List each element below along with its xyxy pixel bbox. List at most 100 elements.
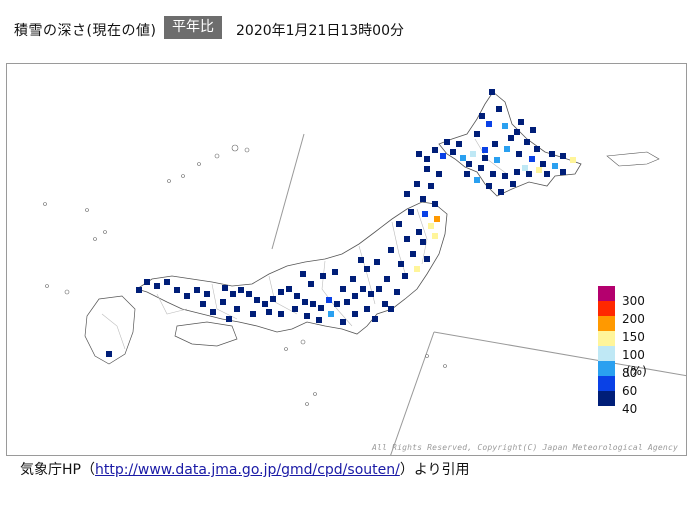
legend-label-60: 60 (622, 384, 638, 398)
station-marker (372, 316, 378, 322)
station-marker (326, 297, 332, 303)
japan-snow-depth-map (43, 89, 686, 455)
station-marker (360, 286, 366, 292)
legend-label-300: 300 (622, 294, 645, 308)
station-marker (136, 287, 142, 293)
station-marker (450, 149, 456, 155)
station-marker (388, 306, 394, 312)
station-marker (328, 311, 334, 317)
legend-label-200: 200 (622, 312, 645, 326)
station-marker (154, 283, 160, 289)
observation-datetime: 2020年1月21日13時00分 (236, 23, 404, 39)
station-marker (518, 119, 524, 125)
legend-label-80: 80 (622, 366, 638, 380)
station-marker (514, 169, 520, 175)
station-marker (560, 153, 566, 159)
station-marker (502, 123, 508, 129)
station-marker (334, 301, 340, 307)
station-marker (278, 289, 284, 295)
station-marker (308, 281, 314, 287)
station-marker (466, 161, 472, 167)
station-marker (388, 247, 394, 253)
station-marker (238, 287, 244, 293)
station-marker (382, 301, 388, 307)
source-suffix: ）より引用 (399, 462, 470, 478)
station-marker (526, 171, 532, 177)
snow-depth-station-markers (106, 89, 576, 357)
station-marker (540, 161, 546, 167)
station-marker (396, 221, 402, 227)
station-marker (436, 171, 442, 177)
station-marker (344, 299, 350, 305)
station-marker (424, 156, 430, 162)
station-marker (318, 305, 324, 311)
legend-swatch-60 (598, 361, 615, 376)
station-marker (416, 229, 422, 235)
station-marker (504, 146, 510, 152)
station-marker (530, 127, 536, 133)
map-panel: All Rights Reserved, Copyright(C) Japan … (6, 63, 687, 456)
station-marker (352, 311, 358, 317)
station-marker (496, 106, 502, 112)
station-marker (444, 139, 450, 145)
shikoku-outline (174, 321, 238, 347)
station-marker (544, 171, 550, 177)
station-marker (316, 317, 322, 323)
station-marker (432, 147, 438, 153)
station-marker (204, 291, 210, 297)
station-marker (434, 216, 440, 222)
station-marker (352, 293, 358, 299)
station-marker (320, 273, 326, 279)
station-marker (460, 155, 466, 161)
station-marker (376, 286, 382, 292)
station-marker (144, 279, 150, 285)
station-marker (420, 196, 426, 202)
station-marker (358, 257, 364, 263)
station-marker (226, 316, 232, 322)
station-marker (402, 273, 408, 279)
station-marker (246, 291, 252, 297)
station-marker (384, 276, 390, 282)
station-marker (552, 163, 558, 169)
honshu-outline (136, 201, 448, 335)
station-marker (534, 146, 540, 152)
station-marker (570, 157, 576, 163)
station-marker (536, 167, 542, 173)
legend-swatch-300 (598, 286, 615, 301)
station-marker (478, 165, 484, 171)
station-marker (398, 261, 404, 267)
station-marker (498, 189, 504, 195)
station-marker (549, 151, 555, 157)
station-marker (410, 251, 416, 257)
legend-swatch-80 (598, 346, 615, 361)
station-marker (292, 306, 298, 312)
station-marker (234, 306, 240, 312)
station-marker (340, 286, 346, 292)
station-marker (422, 211, 428, 217)
station-marker (514, 129, 520, 135)
station-marker (470, 151, 476, 157)
station-marker (432, 201, 438, 207)
station-marker (420, 239, 426, 245)
source-link[interactable]: http://www.data.jma.go.jp/gmd/cpd/souten… (94, 462, 400, 478)
station-marker (490, 171, 496, 177)
legend-swatch-below-40 (598, 391, 615, 406)
legend-label-150: 150 (622, 330, 645, 344)
station-marker (368, 291, 374, 297)
station-marker (340, 319, 346, 325)
station-marker (364, 306, 370, 312)
station-marker (414, 181, 420, 187)
station-marker (266, 309, 272, 315)
station-marker (428, 223, 434, 229)
inset-separator-line (390, 331, 435, 455)
station-marker (350, 276, 356, 282)
station-marker (408, 209, 414, 215)
station-marker (310, 301, 316, 307)
station-marker (440, 153, 446, 159)
station-marker (394, 289, 400, 295)
station-marker (482, 147, 488, 153)
station-marker (479, 113, 485, 119)
legend-swatch-150 (598, 316, 615, 331)
station-marker (560, 169, 566, 175)
station-marker (492, 141, 498, 147)
